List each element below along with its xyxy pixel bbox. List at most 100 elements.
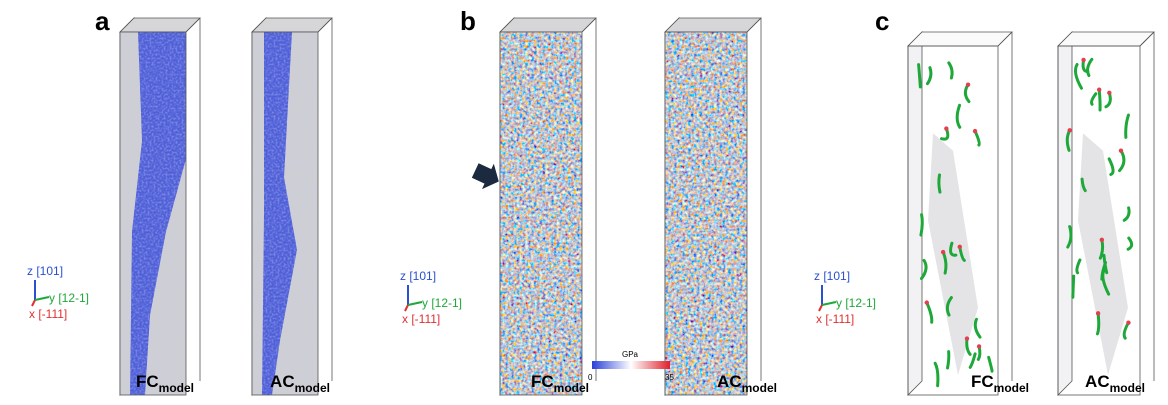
caption: FCmodel (971, 372, 1029, 395)
simulation-box (907, 31, 1013, 396)
caption: FCmodel (136, 372, 194, 395)
defect-node (1107, 90, 1112, 96)
box-edge (746, 17, 762, 33)
axis-label-x: x [-111] (29, 307, 67, 321)
simulation-box (664, 17, 762, 396)
caption-sub: model (295, 381, 330, 395)
caption-main: FC (531, 372, 554, 391)
dislocation (1090, 92, 1098, 106)
axis-label-z: z [101] (400, 269, 436, 283)
dislocation (919, 213, 924, 237)
caption-main: AC (270, 372, 295, 391)
caption: ACmodel (717, 372, 777, 395)
dislocation (933, 361, 940, 388)
box-top (499, 17, 597, 33)
box-front (251, 31, 319, 396)
dislocation (1118, 149, 1126, 173)
colorbar (592, 361, 670, 369)
axis-arrow (821, 301, 837, 306)
defect-node (1099, 237, 1105, 243)
dislocation (1124, 113, 1130, 139)
dislocation (1080, 177, 1087, 193)
dislocation (949, 241, 958, 257)
axis-label-x: x [-111] (402, 312, 440, 326)
caption-sub: model (159, 381, 194, 395)
dislocation (973, 317, 982, 339)
box-top (907, 31, 1013, 47)
dislocation (987, 355, 994, 373)
axis-arrow (31, 299, 36, 307)
dislocation (946, 350, 951, 370)
simulation-box (499, 17, 597, 396)
simulation-box (251, 17, 333, 396)
dislocation (925, 66, 933, 86)
dislocation (1095, 311, 1101, 336)
axis-label-z: z [101] (27, 264, 63, 278)
dislocation (947, 61, 954, 80)
box-side (1057, 31, 1073, 396)
box-edge (581, 17, 597, 33)
defect-node (972, 128, 978, 134)
axis-arrow (34, 296, 50, 301)
atoms-texture (120, 32, 186, 395)
dislocation (963, 83, 971, 104)
dislocation (937, 173, 942, 194)
box-top (664, 17, 762, 33)
caption: ACmodel (1085, 372, 1145, 395)
dislocation (1074, 63, 1083, 90)
box-edge (185, 17, 201, 33)
colorbar-unit: GPa (622, 350, 639, 359)
dislocation (955, 103, 962, 129)
box-edge (997, 31, 1013, 47)
dislocation (1071, 274, 1076, 299)
panel-label: c (875, 6, 889, 36)
defect-node (1118, 148, 1124, 153)
dislocation (1122, 206, 1131, 222)
caption-main: AC (717, 372, 742, 391)
box-front (1057, 45, 1141, 396)
axis-label-x: x [-111] (816, 312, 854, 326)
caption: ACmodel (270, 372, 330, 395)
box-front (119, 31, 187, 396)
dislocation (1107, 157, 1115, 177)
dislocation (965, 337, 972, 356)
caption-sub: model (742, 381, 777, 395)
defect-node (1067, 128, 1072, 133)
box-front (907, 45, 999, 396)
dislocation (1086, 57, 1094, 77)
defect-node (1081, 57, 1086, 63)
axis-arrow (407, 301, 423, 306)
panel-label: a (95, 6, 110, 36)
caption-main: FC (971, 372, 994, 391)
stress-field (500, 32, 582, 395)
dislocation (1097, 88, 1102, 112)
caption: FCmodel (531, 372, 589, 395)
defect-node (1095, 311, 1101, 316)
defect-node (1126, 320, 1131, 325)
caption-main: AC (1085, 372, 1110, 391)
defect-node (965, 82, 971, 87)
defect-node (976, 344, 982, 349)
axis-label-y: y [12-1] (836, 296, 876, 310)
simulation-box (119, 17, 201, 396)
dislocation (945, 296, 953, 317)
axis-arrow (404, 304, 409, 312)
axis-label-y: y [12-1] (49, 291, 89, 305)
box-edge (1139, 31, 1155, 47)
defect-node (964, 336, 970, 341)
dislocation (925, 301, 934, 324)
colorbar-min: 0 (588, 373, 593, 382)
box-top (1057, 31, 1155, 47)
pointer-arrow (471, 163, 499, 190)
stress-field (665, 32, 747, 395)
caption-sub: model (1110, 381, 1145, 395)
dislocation (917, 63, 922, 89)
axis-label-z: z [101] (814, 269, 850, 283)
defect-node (957, 244, 962, 250)
dislocation (1126, 236, 1134, 251)
caption-main: FC (136, 372, 159, 391)
axis-label-y: y [12-1] (422, 296, 462, 310)
defect-node (924, 300, 929, 305)
